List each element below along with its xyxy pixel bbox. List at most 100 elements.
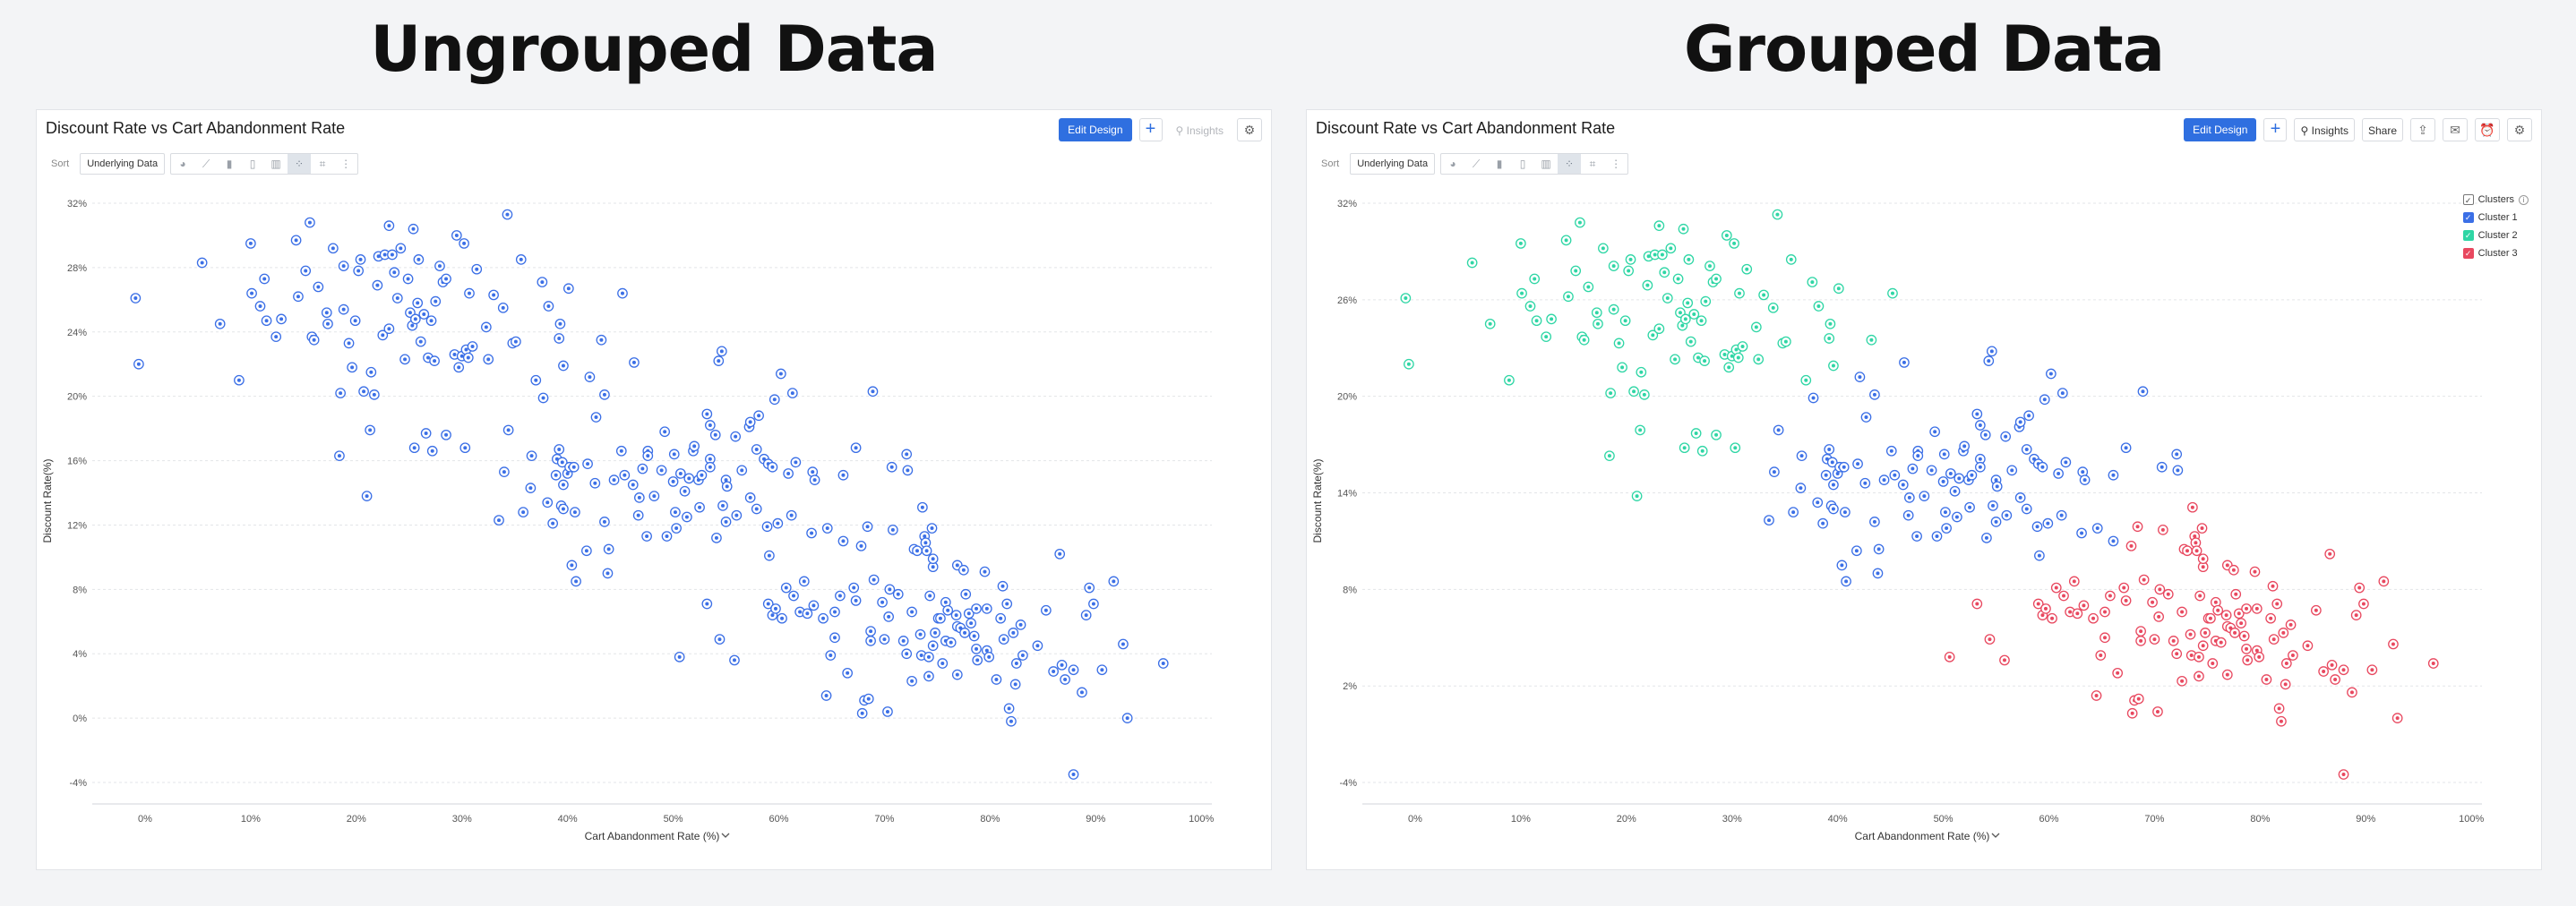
data-point (829, 632, 840, 644)
data-point-dot (1816, 304, 1821, 309)
scatter-chart-icon[interactable]: ⁘ (288, 154, 312, 174)
column-chart-icon[interactable]: ▥ (1541, 158, 1551, 170)
pie-chart-icon[interactable]: ◕ (179, 158, 186, 170)
data-point-dot (1707, 264, 1712, 269)
bar-chart-icon[interactable]: ▮ (1496, 158, 1503, 170)
data-point (1516, 238, 1526, 249)
data-point-dot (1577, 220, 1582, 225)
data-point-dot (2018, 420, 2022, 424)
data-point (1959, 440, 1971, 452)
data-point-dot (571, 465, 576, 469)
data-point (2302, 640, 2314, 652)
data-point (935, 612, 946, 624)
data-point-dot (2111, 473, 2116, 477)
data-point-dot (1864, 415, 1868, 420)
data-point (920, 537, 932, 549)
data-point-dot (924, 549, 929, 553)
data-point-dot (833, 636, 837, 640)
legend-item-cluster-2[interactable]: ✓ Cluster 2 (2462, 226, 2529, 244)
checkbox-icon[interactable]: ✓ (2462, 248, 2474, 259)
map-chart-icon[interactable]: ⌗ (1589, 158, 1596, 170)
data-point (835, 590, 846, 602)
underlying-data-button[interactable]: Underlying Data (80, 153, 166, 175)
line-chart-icon[interactable]: ⟋ (1472, 158, 1481, 170)
legend-header[interactable]: ✓ Clusters i (2462, 191, 2529, 209)
line-chart-icon[interactable]: ⟋ (202, 158, 210, 170)
data-point (1665, 243, 1677, 254)
data-point-dot (994, 678, 999, 681)
data-point-dot (955, 672, 959, 677)
data-point (998, 634, 1009, 645)
add-button[interactable]: + (2263, 118, 2288, 141)
data-point (2280, 658, 2292, 669)
insights-button[interactable]: ⚲ Insights (2294, 118, 2355, 141)
bar-chart-icon[interactable]: ▮ (226, 158, 233, 170)
stacked-bar-icon[interactable]: ▯ (1519, 158, 1526, 170)
data-point (902, 465, 914, 476)
data-point-dot (869, 638, 873, 643)
data-point (825, 650, 837, 661)
data-point (2105, 590, 2116, 602)
data-point-dot (623, 473, 627, 477)
y-tick-label: 28% (67, 263, 87, 274)
more-options-icon[interactable]: ⋮ (1610, 158, 1622, 170)
edit-design-button[interactable]: Edit Design (2184, 118, 2257, 141)
sort-button[interactable]: Sort (1321, 158, 1340, 169)
data-point-dot (586, 462, 590, 466)
legend-item-cluster-3[interactable]: ✓ Cluster 3 (2462, 244, 2529, 262)
data-point (884, 584, 896, 595)
data-point (1010, 658, 1022, 669)
legend-item-cluster-1[interactable]: ✓ Cluster 1 (2462, 209, 2529, 226)
data-point (1885, 445, 1897, 457)
data-point (674, 468, 686, 479)
export-button[interactable]: ⇪ (2410, 118, 2435, 141)
data-point (1952, 511, 1962, 523)
data-point (1841, 576, 1851, 587)
underlying-data-button[interactable]: Underlying Data (1350, 153, 1436, 175)
checkbox-icon[interactable]: ✓ (2462, 194, 2474, 205)
data-point (2249, 566, 2261, 577)
column-chart-icon[interactable]: ▥ (270, 158, 281, 170)
data-point (1903, 492, 1915, 503)
comment-button[interactable]: ✉ (2443, 118, 2468, 141)
checkbox-icon[interactable]: ✓ (2462, 212, 2474, 223)
data-point (1852, 458, 1863, 470)
data-point-dot (888, 587, 892, 592)
pie-chart-icon[interactable]: ◕ (1449, 158, 1456, 170)
checkbox-icon[interactable]: ✓ (2462, 230, 2474, 241)
scatter-chart-icon[interactable]: ⁘ (1558, 154, 1582, 174)
data-point (1807, 392, 1819, 404)
data-point (1889, 469, 1901, 481)
y-tick-label: 0% (73, 714, 87, 724)
settings-button[interactable]: ⚙ (1237, 118, 1262, 141)
data-point-dot (1970, 473, 1974, 477)
data-point-dot (2091, 616, 2096, 620)
edit-design-button[interactable]: Edit Design (1059, 118, 1132, 141)
data-point-dot (2040, 465, 2045, 469)
data-point (1769, 466, 1780, 477)
data-point-dot (889, 465, 894, 469)
insights-button[interactable]: ⚲ Insights (1170, 118, 1230, 141)
alarm-button[interactable]: ⏰ (2475, 118, 2500, 141)
data-point (554, 333, 565, 344)
sort-button[interactable]: Sort (51, 158, 70, 169)
data-point-dot (700, 473, 704, 477)
data-point (786, 509, 797, 521)
data-point-dot (2245, 646, 2249, 651)
data-point-dot (1406, 362, 1411, 366)
data-point (2058, 590, 2069, 602)
data-point (714, 634, 726, 645)
data-point (1767, 302, 1779, 313)
share-button[interactable]: Share (2361, 118, 2403, 141)
data-point-dot (829, 654, 833, 658)
settings-button[interactable]: ⚙ (2507, 118, 2532, 141)
map-chart-icon[interactable]: ⌗ (319, 158, 326, 170)
data-point-dot (1063, 678, 1068, 681)
more-options-icon[interactable]: ⋮ (340, 158, 352, 170)
chart-toolbar: Sort Underlying Data ◕ ⟋ ▮ ▯ ▥ ⁘ ⌗ ⋮ (46, 153, 359, 175)
add-button[interactable]: + (1138, 118, 1163, 141)
stacked-bar-icon[interactable]: ▯ (249, 158, 256, 170)
data-point (1080, 610, 1092, 620)
data-point (254, 301, 266, 312)
data-point-dot (593, 481, 597, 485)
